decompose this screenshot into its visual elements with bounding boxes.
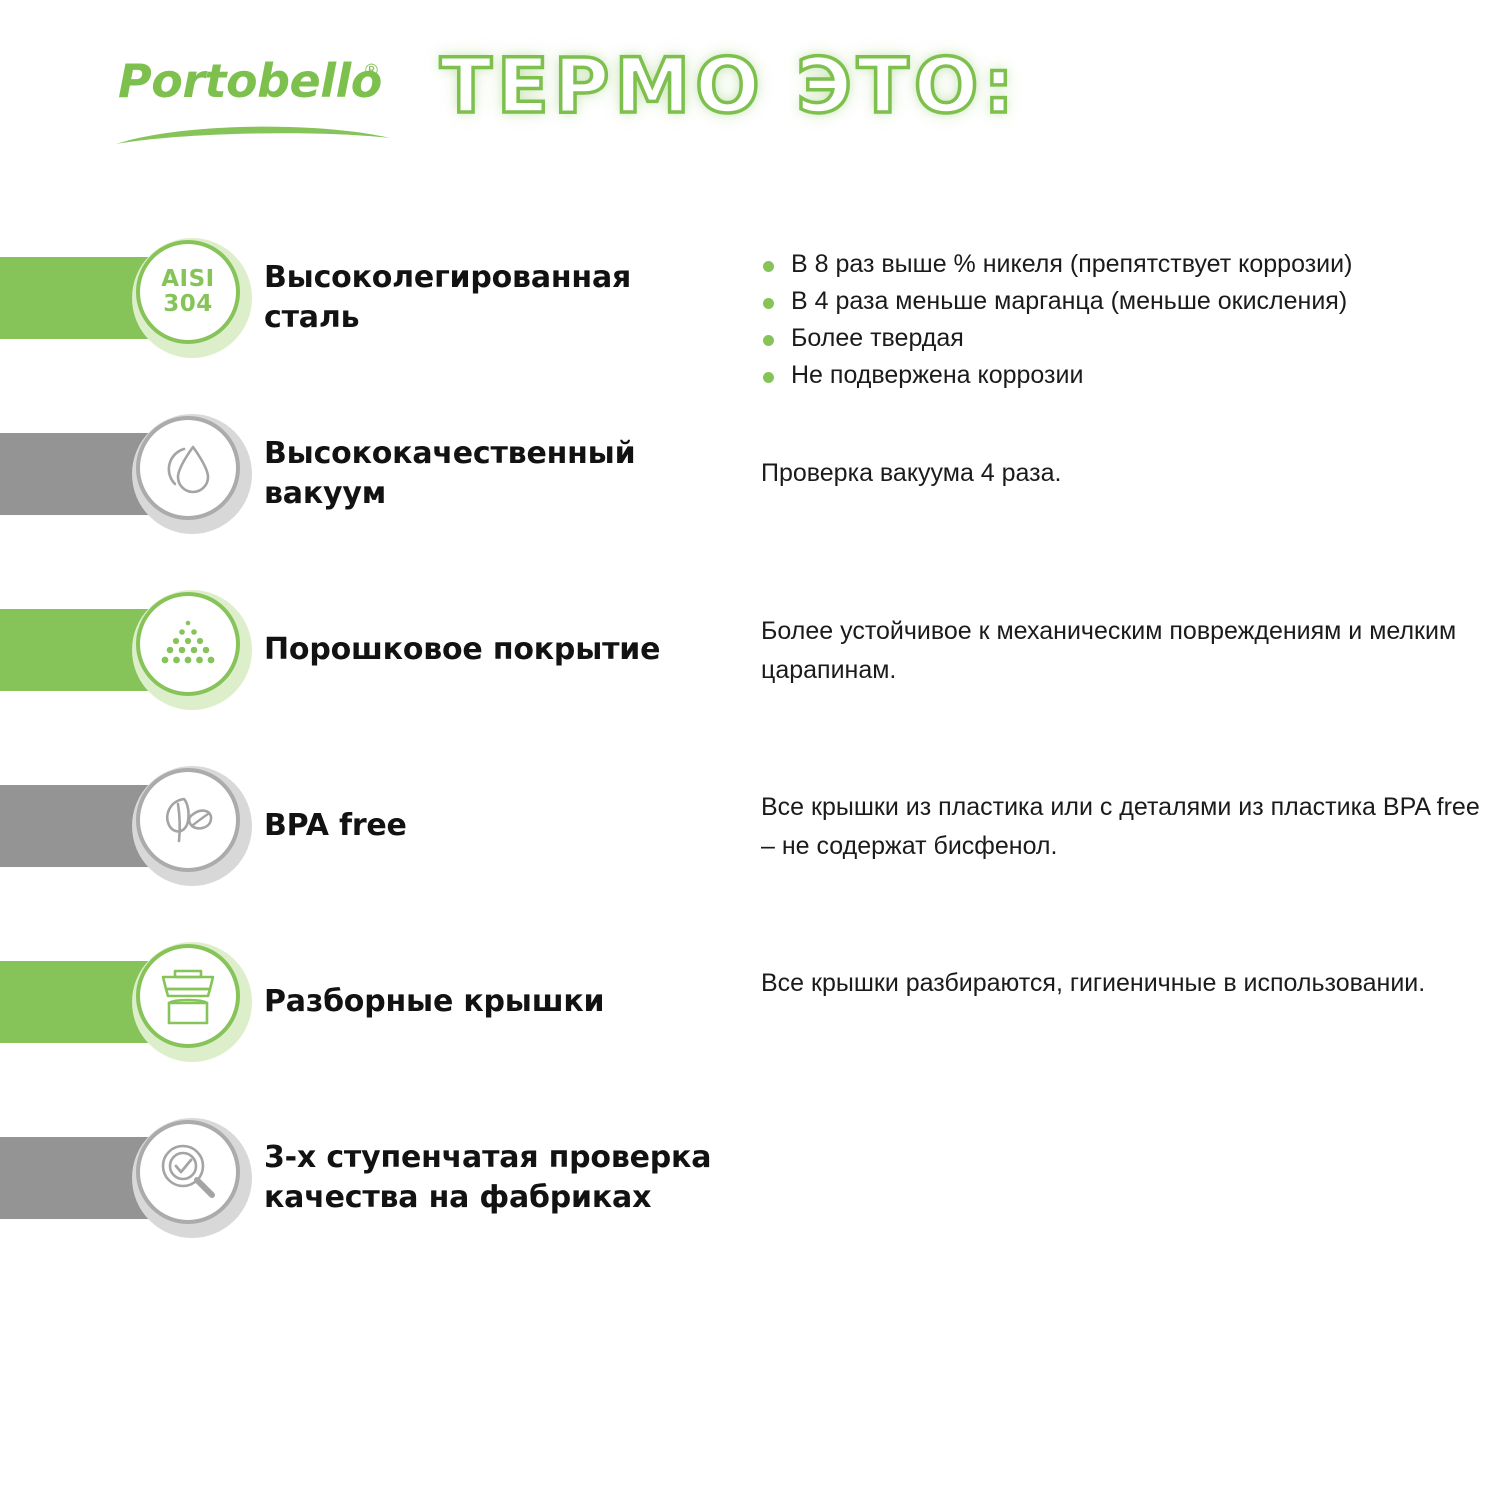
feature-body: Проверка вакуума 4 раза. xyxy=(761,459,1062,487)
feature-title: Разборные крышки xyxy=(264,984,605,1019)
list-item: Более твердая xyxy=(761,320,1352,357)
badge-text-line2: 304 xyxy=(163,291,213,317)
water-drop-icon xyxy=(167,445,210,494)
feature-title: Высококачественный вакуум xyxy=(264,436,636,511)
feature-body: Все крышки разбираются, гигиеничные в ис… xyxy=(761,969,1426,997)
feature-row-high-alloy-steel: AISI 304 Высоколегированная сталь В 8 ра… xyxy=(0,238,1500,389)
badge-text: AISI 304 xyxy=(161,267,214,317)
badge-glyph: AISI 304 xyxy=(136,240,240,344)
feature-row-powder-coating: Порошковое покрытие Более устойчивое к м… xyxy=(0,590,1500,710)
portobello-logo: Portobello ® xyxy=(116,54,390,158)
feature-body: Все крышки из пластика или с деталями из… xyxy=(761,793,1480,860)
list-item: В 4 раза меньше марганца (меньше окислен… xyxy=(761,283,1352,320)
feature-row-three-stage-quality-check: 3-х ступенчатая проверка качества на фаб… xyxy=(0,1118,1500,1238)
feature-title: Высоколегированная сталь xyxy=(264,260,632,335)
badge-glyph xyxy=(136,768,240,872)
badge-disc xyxy=(136,944,240,1048)
feature-row-detachable-lids: Разборные крышки Все крышки разбираются,… xyxy=(0,942,1500,1062)
leaves-icon xyxy=(165,797,213,843)
bpa-free-badge xyxy=(132,766,252,886)
badge-glyph xyxy=(136,416,240,520)
quality-check-badge xyxy=(132,1118,252,1238)
magnifier-check-icon xyxy=(161,1144,215,1198)
page-title: ТЕРМО ЭТО: xyxy=(438,41,1019,130)
feature-title: Порошковое покрытие xyxy=(264,632,661,667)
badge-glyph xyxy=(136,944,240,1048)
badge-disc xyxy=(136,768,240,872)
detachable-lid-icon xyxy=(161,969,215,1025)
brand-wordmark: Portobello xyxy=(118,54,382,108)
list-item: Не подвержена коррозии xyxy=(761,357,1352,394)
detachable-lids-badge xyxy=(132,942,252,1062)
headline-container: ТЕРМО ЭТО: xyxy=(438,41,1019,158)
aisi-304-badge: AISI 304 xyxy=(132,238,252,358)
list-item: В 8 раз выше % никеля (препятствует корр… xyxy=(761,246,1352,283)
badge-disc xyxy=(136,416,240,520)
badge-glyph xyxy=(136,592,240,696)
registered-trademark-icon: ® xyxy=(363,61,380,81)
powder-coating-badge xyxy=(132,590,252,710)
swoosh-icon xyxy=(116,126,390,144)
feature-body: Более устойчивое к механическим поврежде… xyxy=(761,617,1457,684)
feature-title: BPA free xyxy=(264,808,407,843)
feature-bullet-list: В 8 раз выше % никеля (препятствует корр… xyxy=(761,246,1352,394)
powder-dots-icon xyxy=(161,620,215,664)
feature-title: 3-х ступенчатая проверка качества на фаб… xyxy=(264,1140,712,1215)
badge-disc xyxy=(136,240,240,344)
feature-row-bpa-free: BPA free Все крышки из пластика или с де… xyxy=(0,766,1500,886)
badge-glyph xyxy=(136,1120,240,1224)
vacuum-badge xyxy=(132,414,252,534)
feature-row-high-quality-vacuum: Высококачественный вакуум Проверка вакуу… xyxy=(0,414,1500,534)
badge-text-line1: AISI xyxy=(161,266,215,292)
badge-disc xyxy=(136,1120,240,1224)
page-header: Portobello ® ТЕРМО ЭТО: xyxy=(0,0,1500,200)
